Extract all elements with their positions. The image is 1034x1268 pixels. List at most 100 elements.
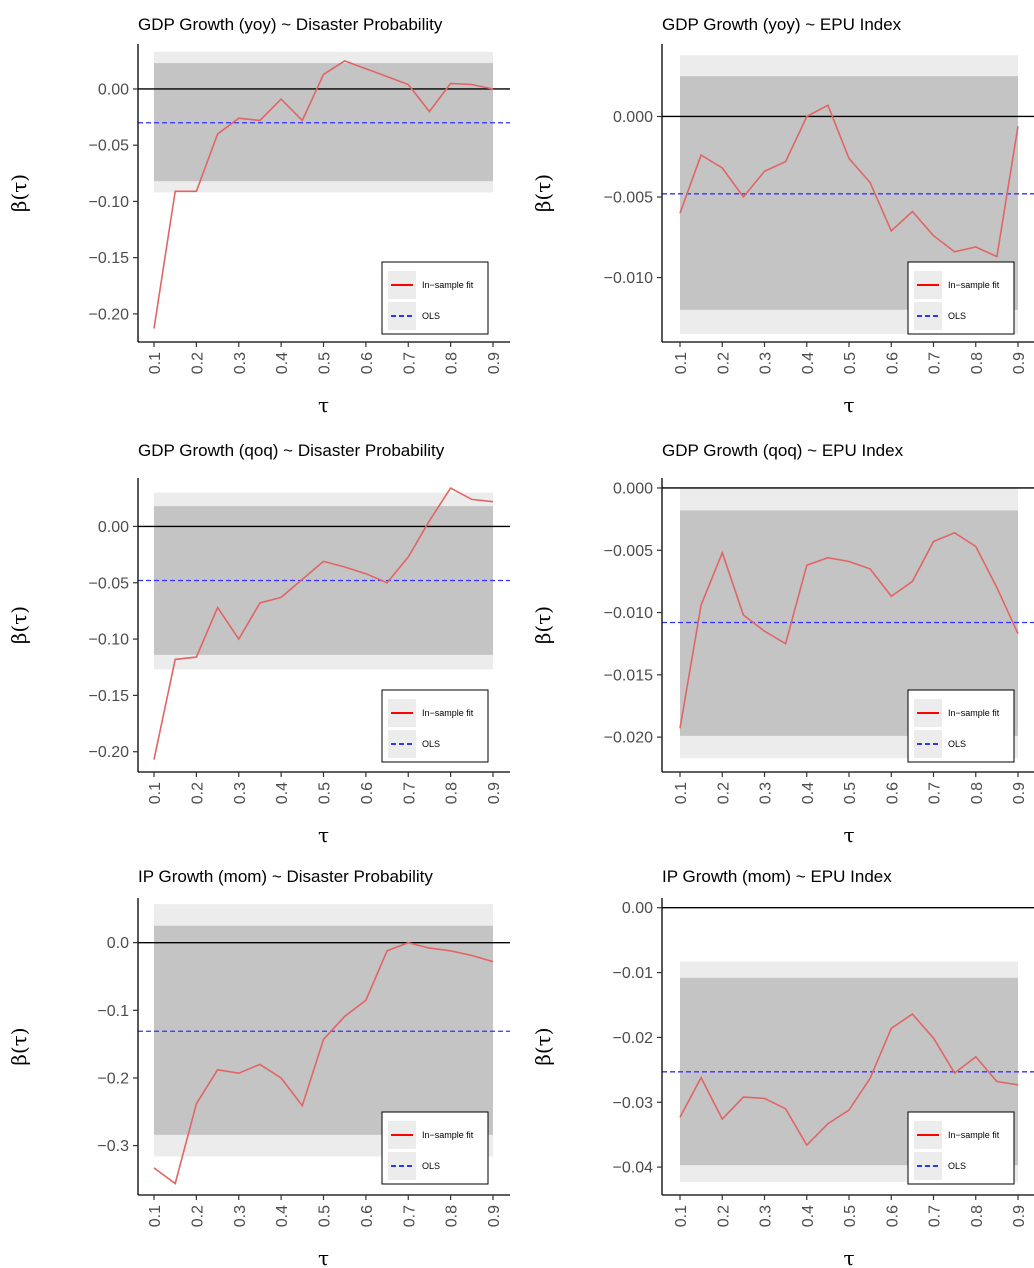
data-point [344, 566, 346, 568]
data-point [492, 501, 494, 503]
y-tick-label: −0.005 [604, 543, 653, 560]
data-point [429, 520, 431, 522]
x-tick-label: 0.3 [232, 1205, 249, 1227]
x-tick-label: 0.2 [189, 352, 206, 374]
data-point [323, 560, 325, 562]
data-point [280, 98, 282, 100]
legend: In−sample fit OLS [381, 1111, 489, 1185]
data-point [471, 499, 473, 501]
data-point [996, 587, 998, 589]
x-tick-label: 0.4 [800, 782, 817, 804]
data-point [238, 638, 240, 640]
x-tick-label: 0.5 [317, 1205, 334, 1227]
data-point [679, 1116, 681, 1118]
data-point [153, 1167, 155, 1169]
data-point [365, 573, 367, 575]
x-tick-label: 0.3 [232, 782, 249, 804]
x-tick-label: 0.4 [274, 1205, 291, 1227]
data-point [301, 1105, 303, 1107]
legend: In−sample fit OLS [381, 689, 489, 763]
data-point [301, 578, 303, 580]
data-point [869, 568, 871, 570]
y-tick-label: −0.20 [89, 306, 130, 323]
x-tick-label: 0.2 [189, 782, 206, 804]
y-tick-label: 0.0 [107, 935, 129, 952]
legend-label-ols: OLS [422, 739, 440, 749]
legend-label-fit: In−sample fit [422, 708, 474, 718]
data-point [848, 561, 850, 563]
x-tick-label: 0.1 [673, 782, 690, 804]
data-point [806, 116, 808, 118]
x-tick-label: 0.3 [758, 352, 775, 374]
x-tick-label: 0.7 [401, 1205, 418, 1227]
data-point [195, 656, 197, 658]
data-point [174, 658, 176, 660]
data-point [174, 1183, 176, 1185]
x-tick-label: 0.4 [274, 352, 291, 374]
y-axis-label: β(τ) [531, 174, 555, 212]
data-point [679, 212, 681, 214]
data-point [217, 607, 219, 609]
y-tick-label: −0.3 [97, 1138, 129, 1155]
y-tick-label: 0.000 [613, 480, 653, 497]
data-point [827, 104, 829, 106]
x-tick-label: 0.5 [842, 782, 859, 804]
x-tick-label: 0.8 [444, 1205, 461, 1227]
chart-title: IP Growth (mom) ~ Disaster Probability [138, 867, 433, 886]
x-tick-label: 0.8 [444, 352, 461, 374]
y-tick-label: −0.015 [604, 667, 653, 684]
data-point [407, 556, 409, 558]
chart-panel-6: IP Growth (mom) ~ EPU Index 0.00 −0.01 −0.0… [531, 867, 1034, 1268]
data-point [450, 82, 452, 84]
data-point [933, 1037, 935, 1039]
x-tick-label: 0.9 [1011, 1205, 1028, 1227]
x-axis-label: τ [843, 393, 854, 417]
y-tick-label: −0.010 [604, 270, 653, 287]
x-tick-label: 0.7 [927, 352, 944, 374]
data-point [954, 532, 956, 534]
data-point [450, 950, 452, 952]
x-tick-label: 0.9 [486, 782, 503, 804]
y-tick-label: −0.20 [89, 744, 130, 761]
data-point [869, 1077, 871, 1079]
data-point [700, 1077, 702, 1079]
x-tick-label: 0.4 [800, 1205, 817, 1227]
x-tick-label: 0.7 [927, 782, 944, 804]
data-point [386, 950, 388, 952]
data-point [238, 1072, 240, 1074]
legend-label-ols: OLS [948, 311, 966, 321]
x-axis-label: τ [318, 823, 329, 847]
data-point [996, 1081, 998, 1083]
legend: In−sample fit OLS [907, 1111, 1015, 1185]
x-tick-label: 0.3 [232, 352, 249, 374]
x-tick-label: 0.8 [444, 782, 461, 804]
data-point [848, 157, 850, 159]
data-point [764, 1097, 766, 1099]
data-point [323, 73, 325, 75]
chart-title: GDP Growth (yoy) ~ EPU Index [662, 15, 902, 34]
y-tick-label: 0.00 [98, 81, 129, 98]
data-point [975, 1056, 977, 1058]
data-point [153, 328, 155, 330]
y-tick-label: −0.010 [604, 605, 653, 622]
y-tick-label: 0.00 [98, 519, 129, 536]
series-line-fit [153, 487, 494, 760]
data-point [344, 1015, 346, 1017]
data-point [259, 120, 261, 122]
data-point [365, 68, 367, 70]
x-axis-label: τ [843, 1246, 854, 1268]
y-tick-label: 0.00 [622, 900, 653, 917]
x-tick-label: 0.4 [274, 782, 291, 804]
data-point [301, 120, 303, 122]
x-tick-label: 0.6 [884, 782, 901, 804]
data-point [259, 602, 261, 604]
legend-label-ols: OLS [422, 311, 440, 321]
y-axis-label: β(τ) [7, 174, 31, 212]
x-tick-label: 0.1 [147, 782, 164, 804]
data-point [153, 759, 155, 761]
data-point [975, 246, 977, 248]
y-tick-label: −0.15 [89, 250, 130, 267]
data-point [785, 1108, 787, 1110]
data-point [238, 117, 240, 119]
data-point [764, 630, 766, 632]
